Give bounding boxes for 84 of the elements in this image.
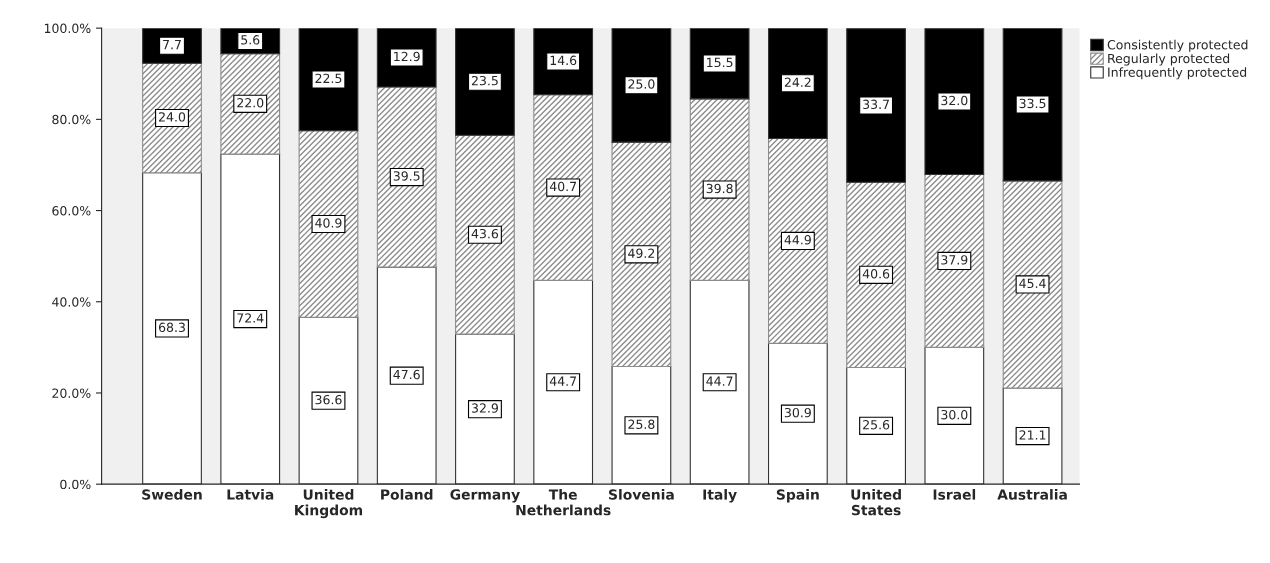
data-label: 45.4 (1019, 278, 1046, 289)
bar (767, 137, 828, 344)
bar (1002, 180, 1063, 389)
bar (767, 342, 828, 485)
bar (924, 28, 985, 176)
data-label: 25.6 (863, 419, 890, 430)
bar (611, 28, 672, 143)
x-tick-label: United States (851, 489, 901, 516)
data-label: 15.5 (707, 57, 733, 68)
x-tick-label: Latvia (227, 489, 274, 500)
data-label: 39.5 (393, 171, 420, 181)
x-tick-label: Israel (933, 489, 976, 500)
x-tick-label: Poland (381, 489, 433, 500)
data-label: 33.7 (863, 99, 889, 110)
data-label: 43.6 (471, 228, 499, 239)
bar (846, 366, 906, 485)
bar (376, 86, 437, 268)
data-label: 39.8 (706, 183, 733, 194)
data-label: 32.9 (471, 403, 498, 413)
y-tick-label: 60.0% (52, 206, 91, 216)
bar (611, 141, 672, 368)
data-label: 30.0 (941, 409, 968, 420)
bar (611, 365, 672, 485)
legend-label: Infrequently protected (1108, 67, 1247, 80)
data-label: 44.7 (549, 376, 577, 386)
bar (298, 316, 359, 485)
bar (924, 346, 985, 485)
y-tick-label: 100.0% (44, 23, 91, 34)
bar (846, 181, 906, 368)
data-label: 40.6 (862, 269, 890, 279)
bar (767, 28, 828, 140)
data-label: 32.0 (941, 95, 968, 106)
data-label: 44.7 (706, 376, 733, 386)
bar (142, 172, 202, 485)
bar (846, 28, 906, 183)
data-label: 25.0 (628, 79, 655, 89)
x-tick-label: Spain (776, 489, 819, 503)
legend-label: Consistently protected (1107, 39, 1248, 52)
data-label: 47.6 (393, 369, 420, 380)
x-tick-label: Slovenia (609, 489, 674, 500)
data-label: 68.3 (158, 322, 185, 333)
bar (455, 134, 515, 335)
bar (455, 333, 515, 485)
legend-label: Regularly protected (1108, 53, 1230, 66)
bar (1002, 28, 1063, 182)
data-label: 49.2 (628, 248, 655, 258)
data-label: 30.9 (784, 407, 811, 418)
data-label: 21.1 (1019, 430, 1046, 440)
data-label: 25.8 (628, 419, 655, 429)
x-tick-label: United Kingdom (295, 489, 363, 519)
data-label: 14.6 (550, 55, 577, 66)
data-label: 7.7 (163, 40, 181, 50)
x-tick-label: Italy (703, 489, 737, 503)
y-tick-label: 20.0% (52, 388, 91, 398)
data-label: 40.9 (315, 218, 342, 228)
bar (220, 153, 281, 485)
data-label: 5.6 (241, 35, 260, 45)
y-tick-label: 80.0% (52, 114, 91, 125)
bar (142, 62, 202, 174)
data-label: 23.5 (471, 75, 498, 86)
x-tick-label: Australia (997, 489, 1067, 500)
data-label: 24.2 (784, 77, 811, 87)
data-label: 72.4 (237, 313, 264, 323)
bar (689, 98, 750, 281)
bar (533, 94, 594, 281)
data-label: 22.5 (315, 73, 342, 84)
data-label: 12.9 (394, 51, 420, 62)
data-label: 44.9 (784, 235, 811, 245)
bar (533, 279, 594, 485)
data-label: 24.0 (159, 112, 186, 122)
y-tick-label: 0.0% (60, 479, 91, 490)
data-label: 36.6 (315, 394, 342, 405)
data-label: 40.7 (549, 181, 577, 192)
data-label: 22.0 (237, 98, 264, 108)
bar (455, 28, 515, 136)
data-label: 33.5 (1019, 98, 1046, 109)
bar (924, 173, 985, 348)
bar (1002, 387, 1063, 485)
y-tick-label: 40.0% (52, 297, 91, 307)
bar (376, 266, 437, 485)
data-label: 37.9 (941, 255, 968, 265)
bar (298, 130, 359, 318)
bar (689, 279, 750, 485)
x-tick-label: Sweden (142, 489, 202, 500)
